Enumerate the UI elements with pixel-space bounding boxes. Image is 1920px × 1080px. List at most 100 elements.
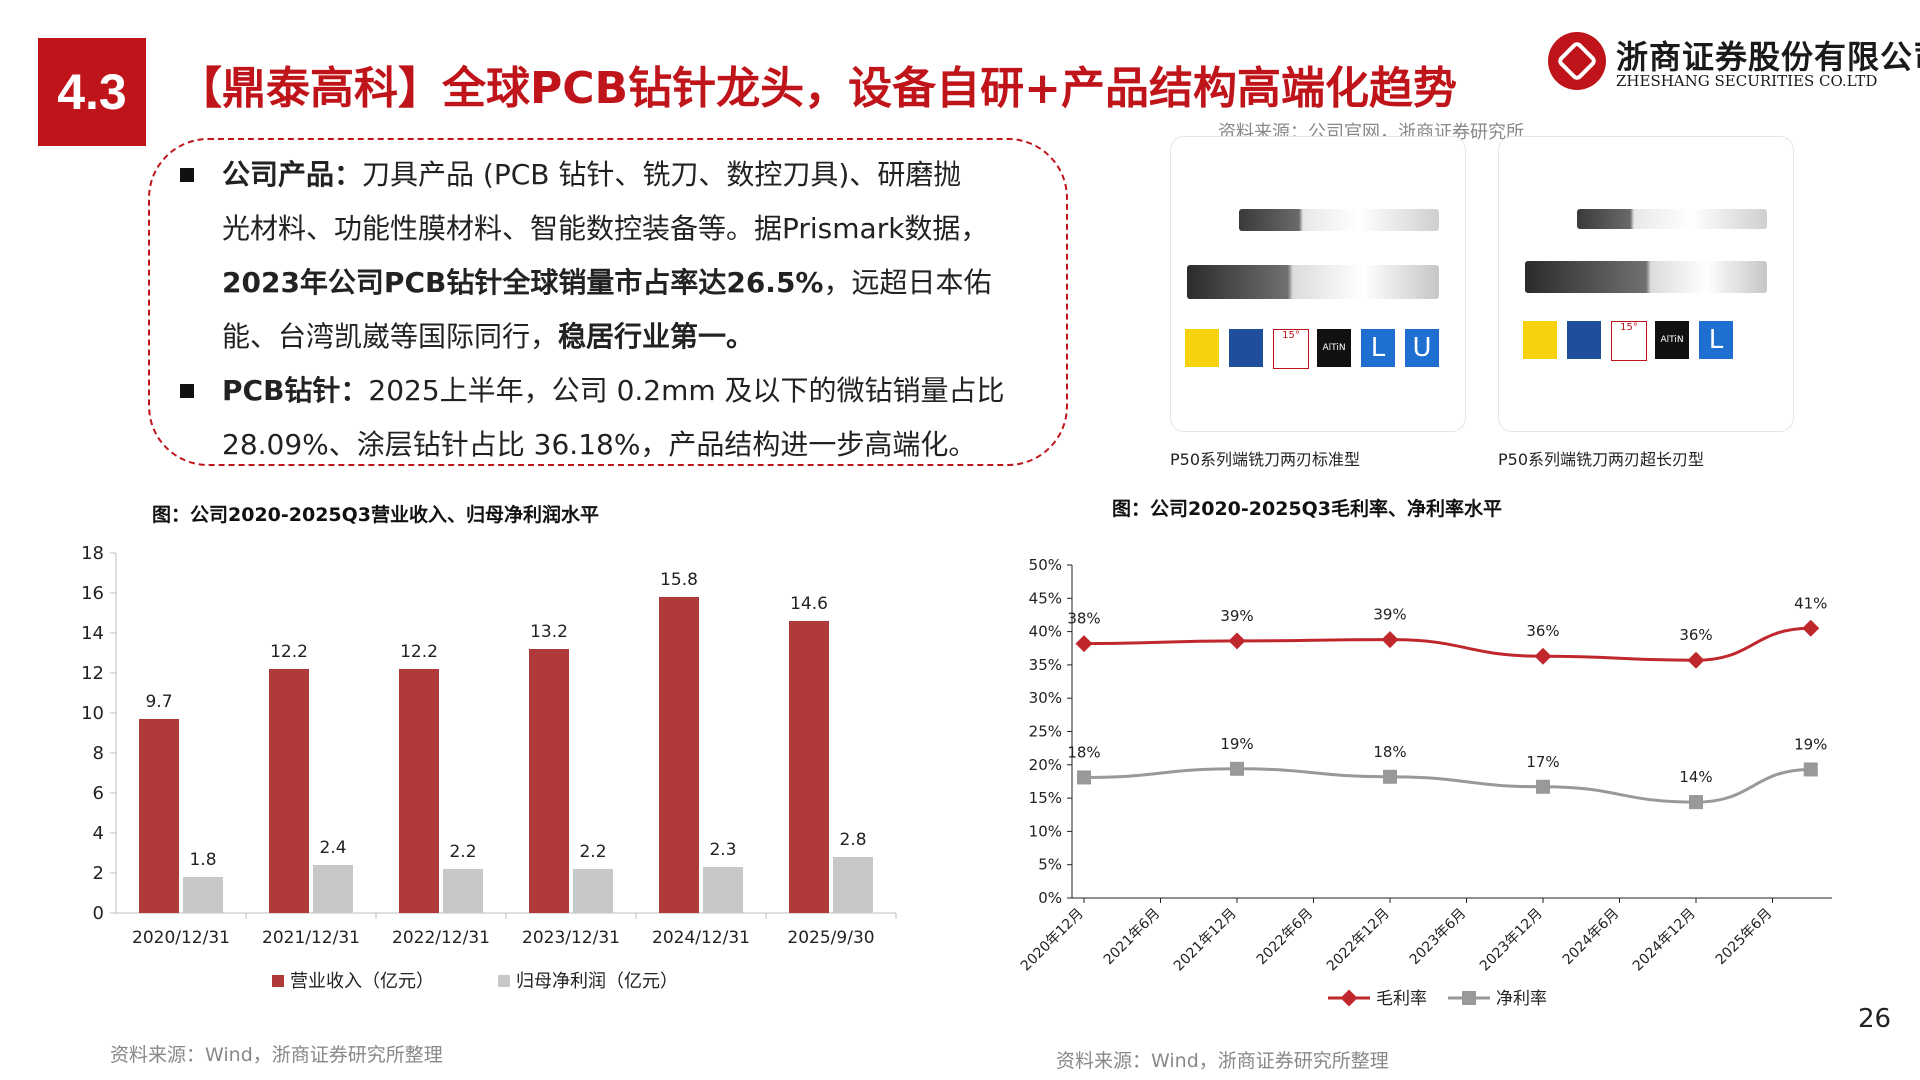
x-tick-label: 2023/12/31	[522, 928, 620, 948]
y-tick-label: 0%	[1038, 889, 1062, 907]
bullet-text: ，远超日本佑	[823, 266, 992, 299]
logo-english-name: ZHESHANG SECURITIES CO.LTD	[1616, 72, 1878, 90]
revenue-data-label: 15.8	[660, 570, 698, 590]
gross-margin-data-label: 36%	[1526, 622, 1559, 640]
net-margin-data-label: 14%	[1679, 768, 1712, 786]
net-margin-data-label: 18%	[1373, 743, 1406, 761]
net-profit-data-label: 2.8	[839, 830, 866, 850]
section-number: 4.3	[38, 38, 146, 146]
angle-icon: 15°	[1611, 321, 1647, 361]
y-tick-label: 12	[81, 663, 104, 684]
altin-coating-icon: AlTiN	[1317, 329, 1351, 367]
end-mill-large-icon	[1187, 265, 1439, 299]
y-tick-label: 10%	[1029, 822, 1062, 840]
angle-icon: 15°	[1273, 329, 1309, 369]
legend-swatch-revenue	[272, 975, 284, 987]
gross-margin-point	[1228, 632, 1246, 650]
net-profit-bar	[573, 869, 613, 913]
revenue-bar	[659, 597, 699, 913]
legend-marker-gross-margin	[1340, 989, 1358, 1007]
length-l-icon: L	[1361, 329, 1395, 367]
net-margin-point	[1803, 762, 1818, 777]
x-tick-label: 2021年12月	[1171, 906, 1240, 975]
page-title: 【鼎泰高科】全球PCB钻针龙头，设备自研+产品结构高端化趋势	[178, 63, 1457, 114]
bullet-company-products: 公司产品：刀具产品 (PCB 钻针、铣刀、数控刀具)、研磨抛 光材料、功能性膜材…	[176, 148, 1036, 364]
gross-margin-data-label: 41%	[1794, 594, 1827, 612]
gross-margin-point	[1687, 651, 1705, 669]
gross-margin-data-label: 38%	[1067, 610, 1100, 628]
flute-icon	[1229, 329, 1263, 367]
product-image-standard: 15° AlTiN L U	[1170, 136, 1466, 432]
net-margin-data-label: 19%	[1794, 735, 1827, 753]
line-chart-source: 资料来源：Wind，浙商证券研究所整理	[1056, 1050, 1389, 1072]
end-mill-small-icon	[1239, 209, 1439, 231]
drill-bit-icon	[1185, 329, 1219, 367]
x-tick-label: 2025/9/30	[787, 928, 874, 948]
x-tick-label: 2024/12/31	[652, 928, 750, 948]
net-profit-data-label: 2.4	[319, 838, 346, 858]
x-tick-label: 2023年6月	[1407, 906, 1470, 969]
revenue-data-label: 12.2	[400, 642, 438, 662]
bullet-pcb-drill: PCB钻针：2025上半年，公司 0.2mm 及以下的微钻销量占比 28.09%…	[176, 364, 1036, 472]
y-tick-label: 25%	[1029, 723, 1062, 741]
x-tick-label: 2025年6月	[1713, 906, 1776, 969]
net-margin-data-label: 18%	[1067, 743, 1100, 761]
x-tick-label: 2020/12/31	[132, 928, 230, 948]
y-tick-label: 5%	[1038, 856, 1062, 874]
x-tick-label: 2021/12/31	[262, 928, 360, 948]
y-tick-label: 4	[93, 823, 104, 844]
x-tick-label: 2021年6月	[1101, 906, 1164, 969]
net-profit-data-label: 1.8	[189, 850, 216, 870]
altin-coating-icon: AlTiN	[1655, 321, 1689, 359]
bullet-label: PCB钻针：	[222, 374, 369, 407]
y-tick-label: 20%	[1029, 756, 1062, 774]
legend-swatch-net-profit	[498, 975, 510, 987]
legend-label-net-margin: 净利率	[1496, 989, 1547, 1009]
y-tick-label: 2	[93, 863, 104, 884]
revenue-bar	[139, 719, 179, 913]
y-tick-label: 45%	[1029, 589, 1062, 607]
net-profit-bar	[313, 865, 353, 913]
net-profit-bar	[833, 857, 873, 913]
y-tick-label: 18	[81, 543, 104, 564]
legend-label-gross-margin: 毛利率	[1376, 989, 1427, 1009]
x-tick-label: 2023年12月	[1477, 906, 1546, 975]
revenue-bar	[269, 669, 309, 913]
bullet-label: 公司产品：	[222, 158, 363, 191]
net-profit-data-label: 2.2	[449, 842, 476, 862]
product-caption-standard: P50系列端铣刀两刃标准型	[1170, 450, 1361, 469]
company-logo: 浙商证券股份有限公司 ZHESHANG SECURITIES CO.LTD	[1548, 28, 1920, 98]
net-profit-bar	[183, 877, 223, 913]
bar-chart-source: 资料来源：Wind，浙商证券研究所整理	[110, 1044, 443, 1066]
page-number: 26	[1858, 1004, 1892, 1034]
net-margin-line	[1083, 767, 1811, 804]
revenue-profit-bar-chart: 0 2 4 6 8 10 12 14 16 18 2020/12/31 9.7 1.8 2021/12/3…	[81, 543, 897, 992]
bullet-highlight: 稳居行业第一。	[558, 320, 755, 353]
y-tick-label: 40%	[1029, 623, 1062, 641]
flute-icon	[1567, 321, 1601, 359]
y-tick-label: 30%	[1029, 689, 1062, 707]
gross-margin-line	[1083, 626, 1811, 662]
net-margin-data-label: 19%	[1220, 735, 1253, 753]
y-tick-label: 6	[93, 783, 104, 804]
logo-chinese-name: 浙商证券股份有限公司	[1616, 38, 1920, 76]
y-tick-label: 14	[81, 623, 104, 644]
gross-margin-data-label: 36%	[1679, 626, 1712, 644]
x-tick-label: 2020年12月	[1018, 906, 1087, 975]
net-margin-point	[1536, 779, 1550, 794]
gross-margin-data-label: 39%	[1220, 607, 1253, 625]
net-profit-bar	[703, 867, 743, 913]
revenue-bar	[399, 669, 439, 913]
x-tick-label: 2022年6月	[1254, 906, 1317, 969]
net-profit-data-label: 2.3	[709, 840, 736, 860]
bullet-square-icon	[180, 168, 194, 182]
bullet-text: 刀具产品 (PCB 钻针、铣刀、数控刀具)、研磨抛	[362, 158, 962, 191]
x-tick-label: 2024年12月	[1630, 906, 1699, 975]
gross-margin-point	[1075, 635, 1093, 653]
net-margin-data-label: 17%	[1526, 753, 1559, 771]
legend-label-net-profit: 归母净利润（亿元）	[516, 971, 678, 992]
logo-mark-icon	[1548, 32, 1606, 90]
line-chart-title: 图：公司2020-2025Q3毛利率、净利率水平	[1112, 498, 1503, 520]
bullet-text: 2025上半年，公司 0.2mm 及以下的微钻销量占比	[368, 374, 1005, 407]
product-image-extra-long: 15° AlTiN L	[1498, 136, 1794, 432]
